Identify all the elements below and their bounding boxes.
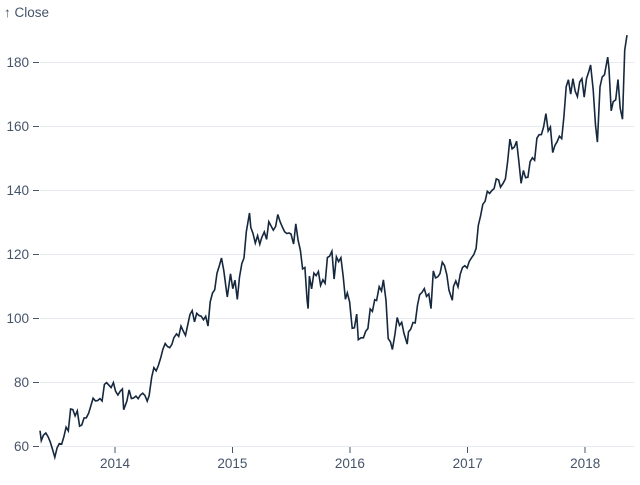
y-tick-label: 140 — [6, 183, 29, 198]
x-tick-label: 2016 — [335, 456, 365, 471]
y-tick-label: 60 — [14, 439, 29, 454]
x-tick-label: 2014 — [100, 456, 131, 471]
close-price-line — [39, 34, 628, 461]
y-tick-label: 100 — [6, 311, 29, 326]
y-tick-label: 80 — [14, 375, 29, 390]
y-tick-label: 180 — [6, 55, 29, 70]
x-tick-label: 2017 — [453, 456, 483, 471]
y-tick-label: 120 — [6, 247, 29, 262]
x-tick-label: 2018 — [570, 456, 600, 471]
y-tick-label: 160 — [6, 119, 29, 134]
x-tick-label: 2015 — [217, 456, 247, 471]
y-axis-title: ↑ Close — [4, 5, 50, 20]
